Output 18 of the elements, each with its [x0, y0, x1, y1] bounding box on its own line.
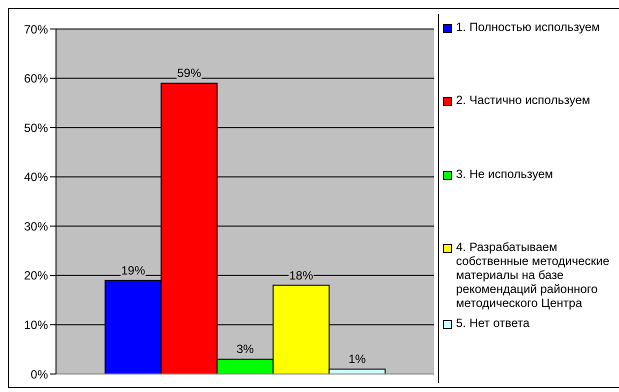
- legend-label: 4. Разрабатываем собственные методические материалы на базе рекомендаций районного методического Центра: [456, 240, 610, 310]
- legend-label: 2. Частично используем: [456, 93, 590, 108]
- y-tick-label: 50%: [24, 120, 48, 135]
- y-tick-label: 20%: [24, 268, 48, 283]
- legend-label: 1. Полностью используем: [456, 20, 600, 34]
- y-tick-label: 0%: [30, 367, 48, 382]
- data-label: 19%: [121, 263, 146, 278]
- legend-label: 3. Не используем: [456, 166, 554, 180]
- data-label: 18%: [289, 268, 314, 282]
- legend-label: 5. Нет ответа: [456, 316, 530, 330]
- data-label: 3%: [236, 342, 254, 356]
- data-label: 59%: [177, 66, 202, 80]
- y-tick-label: 40%: [24, 170, 48, 184]
- y-tick-label: 30%: [24, 219, 48, 234]
- data-label: 1%: [348, 352, 366, 366]
- y-tick-label: 10%: [24, 318, 48, 332]
- y-tick-label: 70%: [24, 22, 48, 36]
- y-tick-label: 60%: [24, 72, 48, 86]
